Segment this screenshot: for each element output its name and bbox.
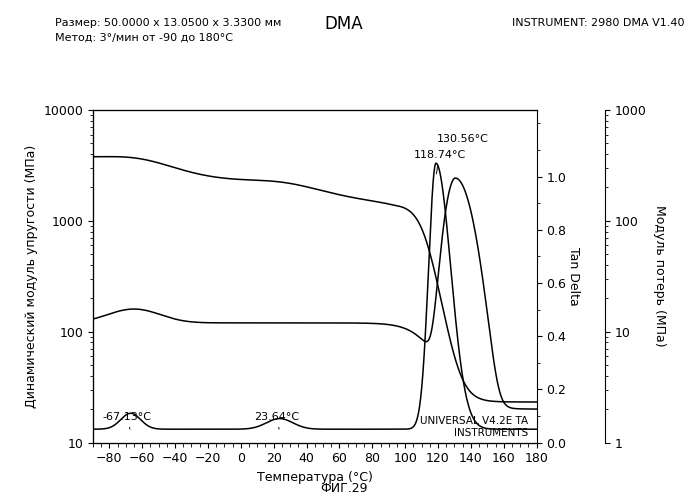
Y-axis label: Модуль потерь (МПа): Модуль потерь (МПа) <box>654 206 667 347</box>
Text: ФИГ.29: ФИГ.29 <box>320 482 368 495</box>
Text: Размер: 50.0000 x 13.0500 x 3.3300 мм: Размер: 50.0000 x 13.0500 x 3.3300 мм <box>55 18 281 28</box>
Y-axis label: Динамический модуль упругости (МПа): Динамический модуль упругости (МПа) <box>25 144 38 408</box>
Y-axis label: Tan Delta: Tan Delta <box>567 247 580 306</box>
Text: 118.74°С: 118.74°С <box>413 150 466 174</box>
Text: DMA: DMA <box>325 15 363 33</box>
Text: -67.13°С: -67.13°С <box>103 412 152 429</box>
X-axis label: Температура (°С): Температура (°С) <box>257 471 373 484</box>
Text: 130.56°С: 130.56°С <box>436 134 488 144</box>
Text: Метод: 3°/мин от -90 до 180°С: Метод: 3°/мин от -90 до 180°С <box>55 32 233 42</box>
Text: INSTRUMENT: 2980 DMA V1.40: INSTRUMENT: 2980 DMA V1.40 <box>512 18 685 28</box>
Text: 23.64°С: 23.64°С <box>254 412 299 429</box>
Text: UNIVERSAL V4.2E TA
INSTRUMENTS: UNIVERSAL V4.2E TA INSTRUMENTS <box>420 416 528 438</box>
